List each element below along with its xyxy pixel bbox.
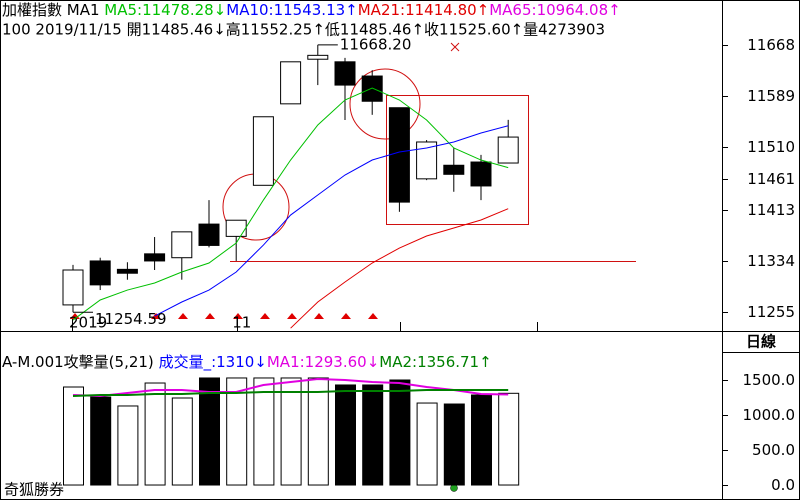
volume-bar (280, 377, 302, 486)
annotation: 11254.59 (95, 310, 167, 328)
volume-bar (171, 397, 193, 486)
brand: 奇狐勝券 (4, 481, 64, 499)
y-tick-label: 0.0 (771, 476, 795, 494)
y-tick-label: 11510 (747, 138, 795, 156)
volume-bar (335, 384, 356, 486)
candle-body (416, 141, 438, 180)
ma-line (72, 389, 509, 398)
y-tick-label: 11413 (747, 201, 795, 219)
candle-body (361, 75, 383, 102)
volume-bar (63, 386, 84, 486)
volume-bar (471, 394, 492, 486)
legend-item: MA5:11478.28↓ (104, 1, 226, 19)
volume-bar (498, 392, 520, 486)
ma-line (290, 208, 509, 329)
y-tick-label: 11461 (747, 170, 795, 188)
volume-bar (362, 384, 384, 486)
volume-bar (199, 377, 220, 486)
volume-bar (90, 396, 112, 486)
candle-body (198, 223, 220, 246)
volume-bar (253, 377, 275, 486)
ma-line (154, 125, 509, 317)
legend: A-M.001攻擊量(5,21) 成交量_:1310↓MA1:1293.60↓M… (2, 353, 492, 372)
plot (63, 377, 520, 486)
ma-line (72, 378, 509, 398)
y-tick-label: 11334 (747, 252, 795, 270)
volume-bar (117, 405, 139, 486)
candle-body (497, 136, 519, 164)
legend-item: MA2:1356.71↑ (379, 353, 491, 371)
volume-bar (389, 379, 411, 486)
legend-item: MA10:11543.13↑ (226, 1, 357, 19)
candle-body (388, 107, 410, 203)
candle-body (443, 164, 465, 175)
volume-bar (416, 402, 438, 486)
legend-item: 加權指數 MA1 (2, 1, 104, 19)
y-tick-label: 500.0 (752, 441, 795, 459)
y-tick-label: 1500.0 (743, 371, 796, 389)
candle-body (171, 231, 193, 259)
candle-body (89, 260, 111, 286)
candle-body (334, 61, 356, 86)
legend-item: A-M.001攻擊量(5,21) (2, 353, 159, 371)
candle-body (280, 61, 302, 105)
ma-line (72, 87, 509, 321)
info-line: 100 2019/11/15 開11485.46↓高11552.25↑低1148… (2, 21, 605, 39)
y-tick-label: 11589 (747, 87, 795, 105)
legend-item: MA21:11414.80↑ (358, 1, 489, 19)
volume-bar (144, 382, 166, 486)
volume-bar (443, 403, 465, 486)
y-tick-label: 11255 (747, 303, 795, 321)
signal-markers (70, 313, 378, 319)
candle-body (116, 268, 138, 274)
plot (62, 44, 519, 329)
legend: 加權指數 MA1 MA5:11478.28↓MA10:11543.13↑MA21… (2, 1, 621, 19)
x-tick-label: 2019 (69, 314, 107, 332)
legend-item: 成交量_:1310↓ (159, 353, 267, 372)
period-label: 日線 (746, 333, 776, 351)
candle-body (307, 54, 329, 60)
volume-bar (226, 377, 248, 486)
legend-item: MA1:1293.60↓ (267, 353, 379, 371)
y-tick-label: 1000.0 (743, 406, 796, 424)
annotation: 11668.20 (340, 35, 412, 53)
candle-body (62, 269, 84, 306)
candle-body (144, 253, 166, 262)
y-tick-label: 11668 (747, 36, 795, 54)
volume-bar (307, 377, 329, 486)
x-tick-label: 11 (232, 314, 251, 332)
candle-body (470, 161, 492, 187)
drawings (222, 42, 636, 262)
candle-body (252, 116, 274, 186)
candle-body (225, 219, 247, 237)
legend-item: MA65:10964.08↑ (489, 1, 620, 19)
